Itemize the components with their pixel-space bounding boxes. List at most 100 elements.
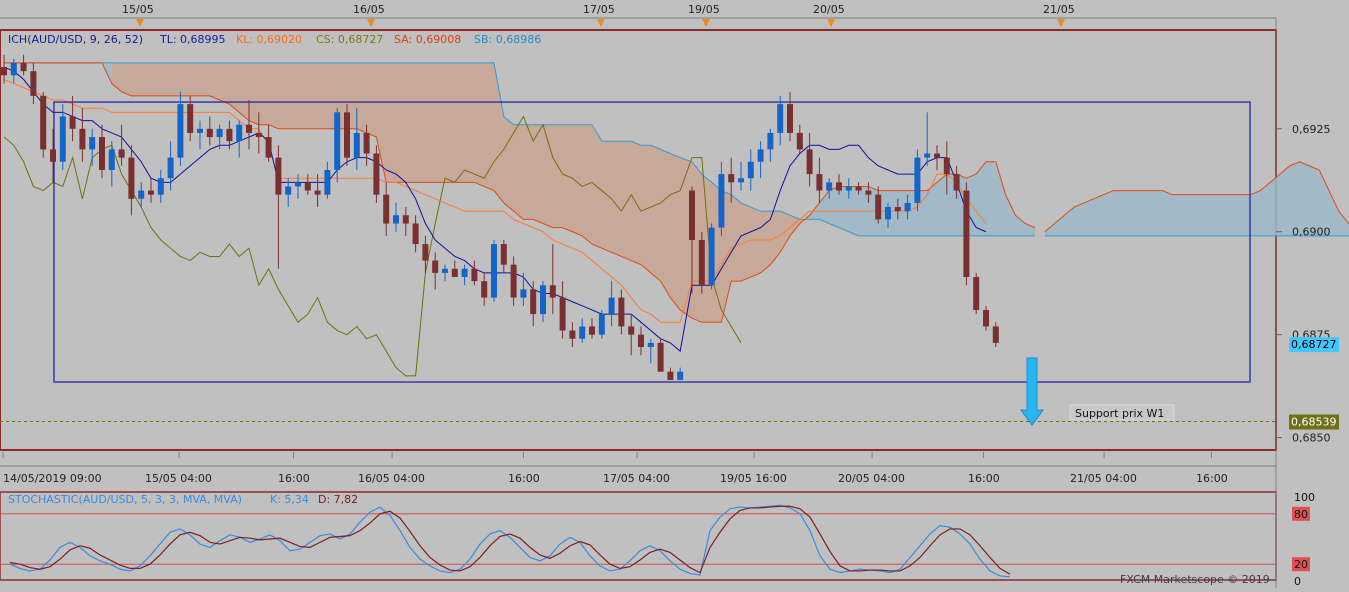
annotation-box [1069, 404, 1175, 421]
x-tick-label: 16:00 [508, 472, 540, 485]
candle-body [836, 182, 842, 191]
indicator-value-label: CS: 0,68727 [316, 33, 383, 46]
candle-body [353, 132, 360, 158]
candle [549, 244, 556, 315]
x-tick-label: 16:00 [1196, 472, 1228, 485]
candle [412, 215, 419, 253]
candle-body [647, 342, 654, 348]
candle-body [167, 157, 174, 179]
candle-body [618, 297, 625, 327]
kijun-line [3, 78, 987, 323]
candle [393, 202, 399, 232]
candle [304, 174, 311, 195]
candle-body [767, 132, 774, 150]
candle-body [914, 157, 921, 203]
candle [598, 309, 605, 339]
candle [157, 169, 164, 203]
date-marker-icon [367, 19, 375, 27]
candle-body [777, 104, 784, 133]
footer-label: FXCM Marketscope © 2019 [1120, 573, 1270, 586]
stochastic-title: STOCHASTIC(AUD/USD, 5, 3, 3, MVA, MVA) [8, 493, 242, 506]
candle [647, 338, 654, 364]
date-marker-icon [597, 19, 605, 27]
candle [973, 272, 980, 315]
candle-body [344, 112, 350, 158]
candle-body [265, 137, 272, 158]
kumo-cloud [809, 161, 1035, 236]
date-marker-icon [136, 19, 144, 27]
candle [20, 54, 27, 76]
candle-body [845, 186, 852, 191]
candle-body [50, 149, 56, 162]
stochastic-y-label: 20 [1294, 558, 1308, 571]
candle [677, 367, 684, 380]
candle-body [118, 149, 125, 158]
candle-body [402, 215, 409, 224]
candle [569, 322, 576, 348]
candle [943, 141, 950, 195]
candle [589, 318, 595, 339]
candle-body [1, 67, 7, 76]
candle-body [363, 132, 370, 154]
candle [520, 272, 527, 306]
candle-body [875, 194, 882, 220]
indicator-value-label: KL: 0,69020 [236, 33, 302, 46]
stochastic-level-badge [1292, 557, 1310, 572]
indicator-title: ICH(AUD/USD, 9, 26, 52) [8, 33, 143, 46]
stochastic-y-label: 100 [1294, 491, 1315, 504]
candle-body [747, 161, 754, 179]
candle-body [738, 178, 744, 183]
top-date-label: 16/05 [353, 3, 385, 16]
future-senkou-a-line [1044, 161, 1349, 233]
candle-body [491, 244, 497, 298]
candle-body [157, 178, 164, 195]
candle [757, 141, 764, 179]
candle [30, 62, 37, 105]
candle-body [442, 268, 448, 273]
candle [718, 161, 725, 236]
candle [471, 260, 478, 286]
candle [314, 174, 321, 208]
stochastic-panel [0, 491, 1277, 581]
candle-body [992, 326, 999, 343]
candle-body [718, 174, 725, 228]
candle [924, 112, 931, 166]
candle [618, 289, 625, 335]
x-tick-label: 16/05 04:00 [358, 472, 425, 485]
candle [738, 161, 744, 191]
candle-body [540, 285, 546, 315]
candle [885, 202, 891, 228]
candle-body [177, 104, 184, 158]
candle-body [934, 153, 940, 158]
candle-body [904, 202, 911, 212]
candle-body [216, 128, 223, 138]
candle [79, 108, 86, 162]
candle-body [285, 186, 292, 195]
x-tick-label: 20/05 04:00 [838, 472, 905, 485]
candle-body [314, 190, 321, 195]
candle-body [334, 112, 341, 170]
candle [451, 260, 458, 278]
stochastic-y-label: 0 [1294, 575, 1301, 588]
top-date-label: 15/05 [122, 3, 154, 16]
candle [728, 157, 735, 203]
candle [197, 120, 203, 150]
candle [845, 178, 852, 199]
y-tick-label: 0,6925 [1292, 123, 1331, 136]
stochastic-value-label: K: 5,34 [270, 493, 309, 506]
candle-body [708, 227, 715, 286]
candle [638, 326, 644, 356]
candle-body [530, 289, 537, 315]
indicator-value-label: SA: 0,69008 [394, 33, 461, 46]
candle [875, 186, 882, 224]
candle-body [657, 342, 664, 372]
candle [216, 124, 223, 150]
candle-body [128, 157, 135, 199]
candle-body [806, 149, 813, 175]
candle-body [608, 297, 615, 315]
candle-body [295, 182, 301, 187]
candle-body [589, 326, 595, 335]
candle [708, 223, 715, 290]
candle [787, 91, 793, 142]
